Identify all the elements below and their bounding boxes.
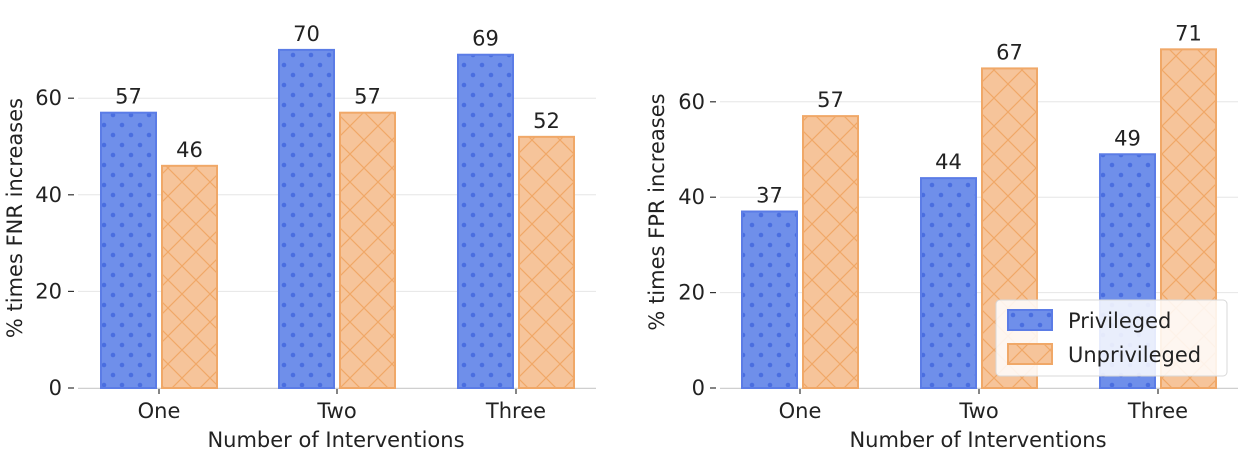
fpr-bar-privileged-one (741, 210, 798, 389)
fpr-data-labels: 37 44 49 57 67 71 (756, 21, 1202, 207)
fnr-bar-unprivileged-three (518, 135, 575, 389)
fnr-y-tick-label: 40 (35, 183, 62, 207)
fnr-data-label-unprivileged-three: 52 (533, 109, 560, 133)
fnr-data-label-unprivileged-two: 57 (354, 85, 381, 109)
fpr-chart: 37 44 49 57 67 71 0 20 40 60 One Two Three Number … (645, 21, 1238, 452)
legend-label-privileged: Privileged (1068, 309, 1171, 333)
fnr-y-ticks: 0 20 40 60 (35, 86, 74, 400)
fpr-y-tick-label: 20 (678, 281, 705, 305)
fpr-data-label-unprivileged-one: 57 (817, 88, 844, 112)
fnr-x-tick-label: Three (485, 399, 546, 423)
fnr-data-label-privileged-three: 69 (472, 27, 499, 51)
fnr-bars (100, 48, 575, 390)
fnr-bar-privileged-three (457, 53, 514, 389)
fpr-x-tick-label: One (779, 399, 822, 423)
fpr-bar-unprivileged-one (802, 115, 859, 390)
fpr-data-label-unprivileged-three: 71 (1175, 21, 1202, 45)
fnr-chart: 57 70 69 46 57 52 0 20 40 60 One Two Three Number … (3, 22, 596, 452)
fpr-data-label-privileged-one: 37 (756, 184, 783, 208)
fpr-x-axis-label: Number of Interventions (849, 428, 1106, 452)
fnr-x-tick-label: One (138, 399, 181, 423)
fpr-y-tick-label: 60 (678, 90, 705, 114)
legend: Privileged Unprivileged (995, 299, 1228, 377)
fnr-data-label-privileged-two: 70 (293, 22, 320, 46)
fnr-y-tick-label: 60 (35, 86, 62, 110)
legend-frame (995, 299, 1228, 377)
fnr-data-label-unprivileged-one: 46 (176, 138, 203, 162)
fpr-y-axis-label: % times FPR increases (645, 93, 669, 330)
fpr-x-tick-label: Three (1127, 399, 1188, 423)
fpr-bar-privileged-two (920, 177, 977, 389)
fnr-y-tick-label: 0 (49, 376, 62, 400)
fpr-y-tick-label: 40 (678, 185, 705, 209)
fnr-bar-unprivileged-one (161, 164, 218, 389)
fnr-data-label-privileged-one: 57 (115, 85, 142, 109)
fnr-bar-privileged-two (278, 48, 335, 390)
fpr-y-tick-label: 0 (692, 376, 705, 400)
fnr-data-labels: 57 70 69 46 57 52 (115, 22, 560, 162)
fnr-y-axis-label: % times FNR increases (3, 98, 27, 338)
fpr-data-label-unprivileged-two: 67 (996, 40, 1023, 64)
fnr-x-ticks: One Two Three (138, 389, 546, 423)
fnr-x-tick-label: Two (316, 399, 356, 423)
fnr-bar-unprivileged-two (339, 111, 396, 389)
legend-label-unprivileged: Unprivileged (1068, 343, 1201, 367)
fpr-data-label-privileged-two: 44 (935, 150, 962, 174)
fpr-x-tick-label: Two (958, 399, 998, 423)
fnr-y-tick-label: 20 (35, 279, 62, 303)
fnr-bar-privileged-one (100, 111, 157, 389)
fpr-x-ticks: One Two Three (779, 389, 1188, 423)
fpr-data-label-privileged-three: 49 (1114, 126, 1141, 150)
legend-swatch-unprivileged (1007, 343, 1053, 365)
legend-swatch-privileged (1007, 309, 1053, 331)
fpr-y-ticks: 0 20 40 60 (678, 90, 716, 400)
fnr-x-axis-label: Number of Interventions (207, 428, 464, 452)
